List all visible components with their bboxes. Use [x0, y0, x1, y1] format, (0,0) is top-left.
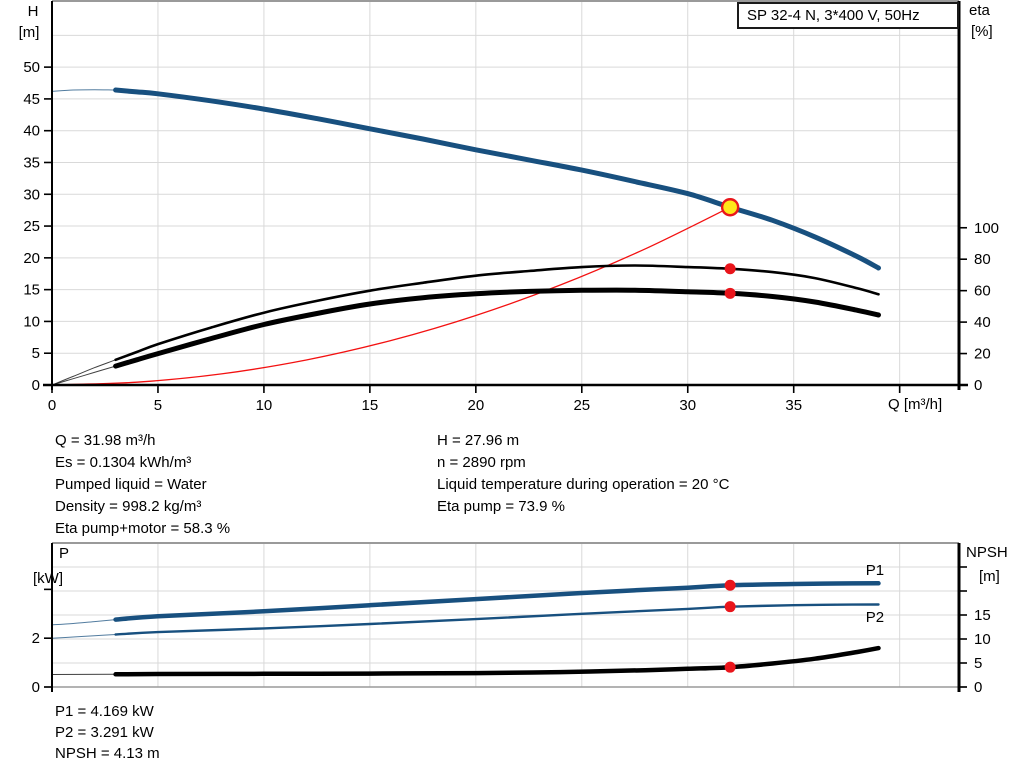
- qh-eta-chart-yl-tick-25: 25: [23, 218, 40, 235]
- qh-eta-chart-yr-tick-20: 20: [974, 346, 991, 363]
- qh-eta-chart-x-tick-25: 25: [573, 397, 590, 414]
- p2-curve: [114, 603, 880, 636]
- qh-eta-chart-yr-tick-40: 40: [974, 314, 991, 331]
- power-npsh-chart-yl-tick-2: 2: [32, 630, 40, 647]
- pump-model-title: SP 32-4 N, 3*400 V, 50Hz: [747, 7, 920, 24]
- qh-eta-chart-x-tick-10: 10: [256, 397, 273, 414]
- qh-eta-chart-yl-tick-45: 45: [23, 91, 40, 108]
- power-npsh-chart-yr-tick-5: 5: [974, 655, 982, 672]
- qh-eta-chart-yl-tick-50: 50: [23, 59, 40, 76]
- eta-pump-motor-curve: [113, 287, 881, 369]
- p2-duty-point: [724, 601, 736, 613]
- p1-label: P1: [866, 562, 884, 579]
- qh-eta-chart-right-axis-title-0: eta: [969, 2, 991, 19]
- qh-eta-chart-points: [720, 198, 740, 299]
- qh-eta-chart-yl-tick-30: 30: [23, 186, 40, 203]
- info-density: Density = 998.2 kg/m³: [55, 498, 202, 515]
- qh-eta-chart-yl-tick-10: 10: [23, 313, 40, 330]
- qh-eta-chart-yr-tick-100: 100: [974, 220, 999, 237]
- info-liquid-temperature: Liquid temperature during operation = 20…: [437, 476, 730, 493]
- qh-eta-chart-x-tick-0: 0: [48, 397, 56, 414]
- qh-eta-chart-left-axis-title-0: H: [28, 3, 39, 20]
- duty-info-left: Q = 31.98 m³/h Es = 0.1304 kWh/m³ Pumped…: [55, 430, 230, 540]
- npsh-curve: [113, 645, 881, 677]
- qh-eta-chart-series: [51, 87, 881, 386]
- power-npsh-chart-yl-tick-0: 0: [32, 679, 40, 696]
- eta-pump-curve: [114, 264, 880, 362]
- qh-eta-chart-left-axis-title-1: [m]: [19, 24, 40, 41]
- qh-eta-chart-grid: [52, 1, 959, 385]
- power-npsh-chart-right-axis-title-0: NPSH: [966, 544, 1008, 561]
- info-p1: P1 = 4.169 kW: [55, 703, 154, 720]
- qh-eta-chart-yl-tick-0: 0: [32, 377, 40, 394]
- qh-eta-chart-x-tick-20: 20: [467, 397, 484, 414]
- qh-eta-chart-yr-tick-80: 80: [974, 251, 991, 268]
- info-pumped-liquid: Pumped liquid = Water: [55, 476, 207, 493]
- info-p2: P2 = 3.291 kW: [55, 724, 154, 741]
- qh-eta-chart: 0 5 10 15 20 25 30 35 40 45 50 0 20 40 60 80 100 0 5 10 15 20…: [19, 0, 999, 414]
- eta-pump-curve-lead: [51, 359, 117, 386]
- qh-eta-chart-x-tick-35: 35: [785, 397, 802, 414]
- qh-eta-chart-ticks: 0 5 10 15 20 25 30 35 40 45 50 0 20 40 60 80 100 0 5 10 15 20…: [23, 59, 999, 414]
- duty-info-bottom: P1 = 4.169 kW P2 = 3.291 kW NPSH = 4.13 …: [55, 701, 160, 764]
- duty-point: [720, 198, 740, 217]
- p2-label: P2: [866, 609, 884, 626]
- p1-duty-point: [724, 579, 736, 591]
- system-curve: [51, 206, 731, 386]
- npsh-duty-point: [724, 661, 736, 673]
- power-npsh-chart-axis-titles: P [kW] NPSH [m]: [33, 544, 1008, 587]
- qh-eta-chart-x-tick-15: 15: [362, 397, 379, 414]
- qh-eta-chart-right-axis-title-1: [%]: [971, 23, 993, 40]
- info-eta-pump-motor: Eta pump+motor = 58.3 %: [55, 520, 231, 537]
- chart-title-box: SP 32-4 N, 3*400 V, 50Hz: [737, 2, 959, 29]
- power-npsh-chart-yr-tick-10: 10: [974, 631, 991, 648]
- p2-curve-lead: [51, 634, 117, 639]
- eta-pump-motor-curve-lead: [51, 365, 117, 386]
- qh-eta-chart-x-axis-title: Q [m³/h]: [888, 396, 942, 413]
- power-npsh-chart-yr-tick-15: 15: [974, 607, 991, 624]
- qh-eta-chart-yl-tick-40: 40: [23, 123, 40, 140]
- eta-pump-duty-point: [724, 263, 736, 275]
- power-npsh-chart-left-axis-title-1: [kW]: [33, 570, 63, 587]
- qh-eta-chart-x-tick-30: 30: [679, 397, 696, 414]
- power-npsh-chart-left-axis-title-0: P: [59, 545, 69, 562]
- info-npsh: NPSH = 4.13 m: [55, 745, 160, 762]
- qh-eta-chart-yr-tick-60: 60: [974, 283, 991, 300]
- duty-info-right: H = 27.96 m n = 2890 rpm Liquid temperat…: [437, 430, 729, 518]
- power-npsh-chart-right-axis-title-1: [m]: [979, 568, 1000, 585]
- qh-eta-chart-yr-tick-0: 0: [974, 377, 982, 394]
- qh-eta-chart-yl-tick-20: 20: [23, 250, 40, 267]
- eta-pump-motor-duty-point: [724, 287, 736, 299]
- qh-eta-chart-yl-tick-35: 35: [23, 154, 40, 171]
- power-npsh-chart-ticks: 0 2 0 5 10 15: [32, 566, 991, 696]
- info-flow: Q = 31.98 m³/h: [55, 432, 156, 449]
- info-speed: n = 2890 rpm: [437, 454, 526, 471]
- info-head: H = 27.96 m: [437, 432, 520, 449]
- qh-eta-chart-yl-tick-5: 5: [32, 345, 40, 362]
- info-eta-pump: Eta pump = 73.9 %: [437, 498, 565, 515]
- power-npsh-chart-yr-tick-0: 0: [974, 679, 982, 696]
- power-npsh-chart-series: [51, 581, 881, 677]
- qh-eta-chart-yl-tick-15: 15: [23, 282, 40, 299]
- p1-curve: [113, 581, 881, 622]
- p1-curve-lead: [51, 619, 117, 626]
- h-curve: [113, 87, 881, 271]
- power-npsh-chart-points: [724, 579, 736, 673]
- power-npsh-chart: 0 2 0 5 10 15 P [kW] NPSH [m] P1 P2: [32, 542, 1008, 696]
- qh-eta-chart-x-tick-5: 5: [154, 397, 162, 414]
- h-curve-lead: [51, 89, 117, 92]
- info-specific-energy: Es = 0.1304 kWh/m³: [55, 454, 192, 471]
- qh-eta-chart-axis-titles: H [m] eta [%] Q [m³/h]: [19, 2, 993, 413]
